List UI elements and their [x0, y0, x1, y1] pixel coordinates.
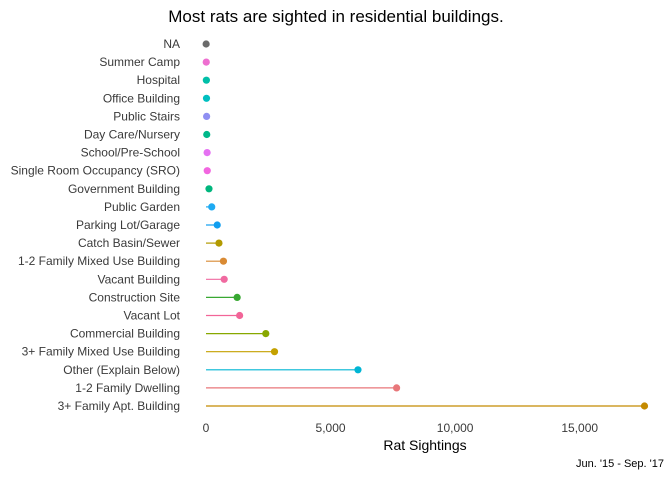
lollipop-point — [203, 112, 211, 120]
y-tick-label: Vacant Building — [98, 272, 181, 286]
lollipop-point — [219, 257, 228, 265]
lollipop-point — [205, 185, 213, 193]
lollipop-point — [202, 76, 210, 84]
y-tick-label: Government Building — [68, 182, 180, 196]
y-tick-label: Parking Lot/Garage — [76, 218, 180, 232]
lollipop-point — [262, 330, 270, 338]
lollipop-point — [202, 58, 210, 66]
x-tick-label: 5,000 — [316, 421, 346, 435]
y-tick-label: Catch Basin/Sewer — [78, 236, 180, 250]
lollipop-point — [220, 275, 228, 283]
y-tick-label: Commercial Building — [70, 327, 180, 341]
lollipop-point — [203, 149, 211, 157]
y-tick-label: Public Stairs — [113, 109, 180, 123]
y-tick-label: Day Care/Nursery — [84, 128, 180, 142]
lollipop-point — [215, 239, 223, 247]
x-axis-label: Rat Sightings — [383, 437, 467, 453]
chart-title: Most rats are sighted in residential bui… — [168, 7, 504, 26]
lollipop-point — [208, 203, 216, 211]
x-tick-label: 0 — [203, 421, 210, 435]
lollipop-point — [213, 221, 221, 229]
x-tick-label: 15,000 — [561, 421, 598, 435]
lollipop-point — [233, 293, 241, 301]
y-tick-label: Single Room Occupancy (SRO) — [11, 164, 180, 178]
y-tick-label: Summer Camp — [99, 55, 180, 69]
y-tick-label: Hospital — [137, 73, 180, 87]
chart-caption: Jun. '15 - Sep. '17 — [576, 458, 664, 470]
y-tick-label: Construction Site — [89, 290, 181, 304]
y-tick-label: School/Pre-School — [81, 146, 180, 160]
lollipop-point — [202, 94, 211, 102]
y-tick-label: Public Garden — [104, 200, 180, 214]
y-tick-label: NA — [163, 37, 180, 51]
y-tick-label: Other (Explain Below) — [63, 363, 180, 377]
y-tick-label: 3+ Family Mixed Use Building — [22, 345, 180, 359]
lollipop-point — [202, 40, 210, 48]
lollipop-point — [392, 384, 401, 392]
y-tick-label: 1-2 Family Mixed Use Building — [18, 254, 180, 268]
y-tick-label: Office Building — [103, 91, 180, 105]
lollipop-point — [354, 366, 362, 374]
x-tick-label: 10,000 — [437, 421, 474, 435]
lollipop-point — [640, 402, 649, 410]
lollipop-point — [203, 167, 211, 175]
y-tick-label: 3+ Family Apt. Building — [58, 399, 180, 413]
lollipop-point — [203, 130, 211, 139]
y-tick-label: 1-2 Family Dwelling — [75, 381, 180, 395]
lollipop-point — [236, 311, 244, 320]
y-tick-label: Vacant Lot — [124, 309, 181, 323]
lollipop-point — [270, 348, 279, 356]
